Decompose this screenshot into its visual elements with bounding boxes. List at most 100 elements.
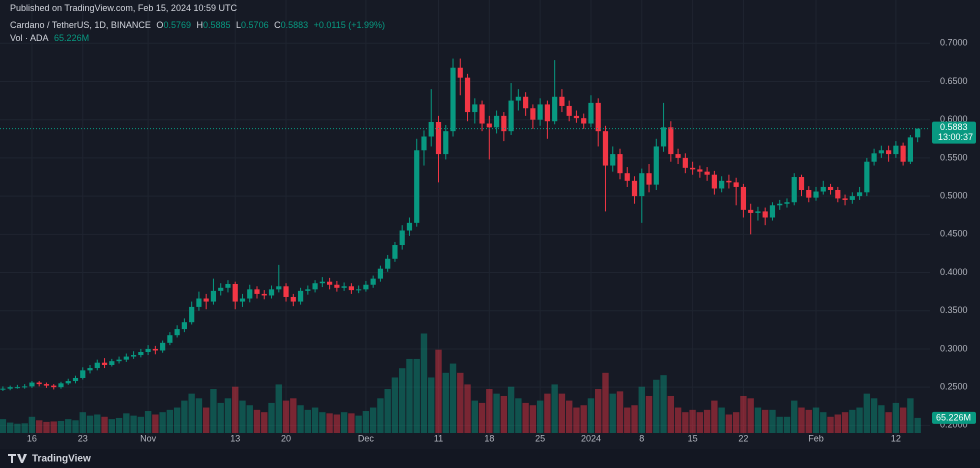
volume-bar bbox=[311, 407, 319, 433]
y-tick-label: 0.4500 bbox=[940, 229, 968, 239]
candle-body bbox=[610, 154, 616, 166]
volume-bar bbox=[224, 398, 232, 433]
volume-bar bbox=[21, 423, 28, 433]
candle-body bbox=[646, 173, 652, 185]
volume-bar bbox=[108, 419, 116, 433]
candle-body bbox=[312, 283, 318, 290]
published-text: Published on TradingView.com, Feb 15, 20… bbox=[10, 3, 237, 13]
candle-body bbox=[653, 146, 659, 185]
volume-bar bbox=[870, 398, 878, 433]
volume-bar bbox=[268, 402, 275, 433]
volume-bar bbox=[856, 407, 863, 433]
volume-bar bbox=[195, 398, 203, 433]
x-tick-label: 18 bbox=[484, 433, 494, 443]
volume-bar bbox=[413, 358, 420, 433]
candle-body bbox=[704, 171, 710, 175]
volume-bar bbox=[384, 389, 391, 433]
x-tick-label: 11 bbox=[434, 433, 443, 443]
y-tick-label: 0.6500 bbox=[940, 76, 968, 86]
volume-bar bbox=[602, 372, 609, 433]
candle-body bbox=[813, 191, 819, 198]
candle-body bbox=[733, 182, 739, 187]
h-letter: H bbox=[196, 20, 203, 30]
candle-body bbox=[617, 154, 623, 174]
candle-body bbox=[58, 383, 64, 388]
candle-body bbox=[864, 161, 870, 193]
candle-body bbox=[631, 180, 638, 197]
candle-body bbox=[472, 104, 478, 113]
volume-bar bbox=[674, 407, 682, 433]
candle-body bbox=[435, 121, 442, 155]
volume-bar bbox=[202, 407, 210, 433]
volume-bar bbox=[783, 416, 791, 433]
volume-bar bbox=[841, 412, 849, 433]
candle-body bbox=[261, 293, 267, 296]
volume-bar bbox=[638, 386, 645, 433]
candle-body bbox=[784, 202, 790, 204]
volume-bar bbox=[348, 413, 355, 433]
candle-body bbox=[573, 115, 580, 119]
volume-bar bbox=[812, 407, 820, 433]
candle-body bbox=[886, 150, 892, 155]
volume-bar bbox=[769, 409, 776, 433]
candle-body bbox=[581, 118, 587, 124]
change: +0.0115 (+1.99%) bbox=[313, 20, 386, 30]
candle-body bbox=[377, 268, 384, 279]
volume-bar bbox=[529, 405, 537, 433]
y-tick-label: 0.3000 bbox=[940, 343, 968, 353]
volume-bar bbox=[696, 412, 704, 433]
candle-body bbox=[856, 192, 863, 197]
candle-body bbox=[660, 127, 667, 147]
volume-bar bbox=[682, 412, 689, 433]
candle-body bbox=[798, 177, 805, 190]
o-letter: O bbox=[156, 20, 164, 30]
candle-body bbox=[203, 298, 209, 302]
volume-bar bbox=[72, 420, 79, 433]
candle-body bbox=[232, 283, 238, 302]
l-value: 0.5706 bbox=[241, 20, 269, 30]
volume-bar bbox=[181, 400, 188, 433]
candle-body bbox=[305, 289, 311, 291]
volume-bar bbox=[290, 398, 297, 433]
candle-body bbox=[915, 128, 921, 138]
volume-bar bbox=[515, 398, 522, 433]
candle-body bbox=[174, 329, 180, 336]
y-tick-label: 0.2500 bbox=[940, 382, 968, 392]
volume-bar bbox=[849, 409, 856, 433]
candle-body bbox=[414, 150, 420, 223]
volume-bar bbox=[6, 422, 14, 433]
volume-bar bbox=[667, 395, 675, 433]
candle-body bbox=[769, 205, 776, 218]
candle-body bbox=[101, 362, 108, 365]
candle-body bbox=[152, 348, 158, 351]
candle-body bbox=[385, 258, 391, 269]
y-tick-label: 0.2000 bbox=[940, 420, 968, 430]
candle-body bbox=[276, 286, 282, 290]
candle-body bbox=[530, 108, 536, 120]
volume-bar bbox=[239, 400, 246, 433]
candle-body bbox=[14, 387, 21, 389]
volume-bar bbox=[0, 419, 7, 433]
candle-body bbox=[849, 196, 855, 200]
candle-body bbox=[348, 286, 354, 291]
candle-body bbox=[283, 286, 289, 297]
candle-body bbox=[893, 145, 899, 155]
candle-body bbox=[254, 289, 260, 294]
volume-bar bbox=[914, 417, 921, 433]
candle-body bbox=[871, 153, 877, 162]
volume-bar bbox=[863, 393, 871, 433]
c-letter: C bbox=[274, 20, 281, 30]
candle-body bbox=[748, 209, 754, 213]
candle-body bbox=[740, 186, 747, 210]
brand: TradingView bbox=[32, 454, 91, 465]
volume-bar bbox=[65, 419, 72, 433]
candle-body bbox=[290, 296, 296, 302]
candle-body bbox=[109, 361, 115, 365]
candle-body bbox=[138, 352, 144, 356]
candle-body bbox=[457, 67, 463, 78]
x-tick-label: Dec bbox=[358, 433, 375, 443]
volume-bar bbox=[791, 400, 798, 433]
volume-bar bbox=[28, 416, 36, 433]
c-value: 0.5883 bbox=[280, 20, 309, 30]
volume-bar bbox=[340, 412, 348, 433]
